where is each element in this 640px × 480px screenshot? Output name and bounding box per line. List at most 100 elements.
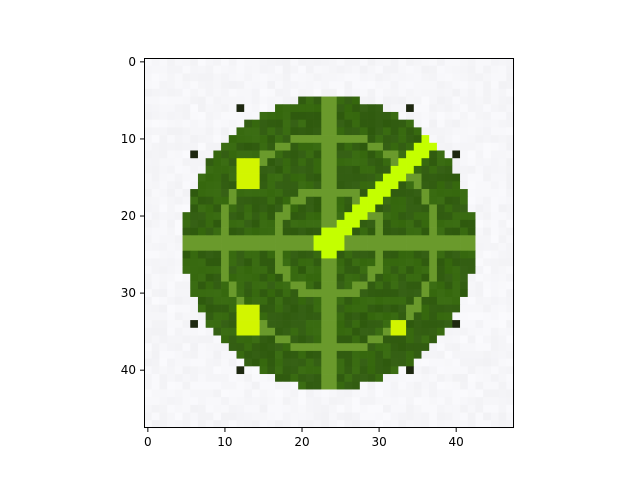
heatmap-cell xyxy=(506,88,515,97)
heatmap-cell xyxy=(267,258,276,267)
heatmap-cell xyxy=(205,281,214,290)
heatmap-cell xyxy=(444,266,453,275)
heatmap-cell xyxy=(382,389,392,398)
heatmap-cell xyxy=(483,266,492,275)
heatmap-cell xyxy=(406,374,415,383)
heatmap-cell xyxy=(490,320,499,329)
heatmap-cell xyxy=(205,219,214,228)
heatmap-cell xyxy=(436,150,445,159)
heatmap-cell xyxy=(467,189,476,198)
heatmap-cell xyxy=(436,142,445,151)
heatmap-cell xyxy=(228,289,237,298)
heatmap-cell xyxy=(228,111,237,121)
heatmap-cell xyxy=(259,96,268,105)
heatmap-cell xyxy=(167,58,176,67)
heatmap-cell xyxy=(467,142,476,151)
heatmap-cell xyxy=(475,312,484,321)
heatmap-cell xyxy=(382,150,392,159)
heatmap-cell xyxy=(298,196,307,205)
heatmap-cell xyxy=(406,104,415,113)
heatmap-cell xyxy=(359,389,368,398)
heatmap-cell xyxy=(282,73,291,82)
heatmap-cell xyxy=(221,212,230,221)
heatmap-cell xyxy=(375,204,384,213)
heatmap-cell xyxy=(375,58,384,67)
heatmap-cell xyxy=(228,397,237,406)
heatmap-cell xyxy=(490,327,499,336)
heatmap-cell xyxy=(244,304,253,313)
heatmap-cell xyxy=(182,212,191,221)
heatmap-cell xyxy=(205,212,214,221)
heatmap-cell xyxy=(321,165,330,174)
heatmap-cell xyxy=(336,119,345,128)
heatmap-cell xyxy=(329,65,338,74)
heatmap-cell xyxy=(498,420,507,429)
heatmap-cell xyxy=(467,358,476,367)
heatmap-cell xyxy=(197,374,207,383)
heatmap-cell xyxy=(390,165,399,174)
heatmap-cell xyxy=(221,104,230,113)
heatmap-cell xyxy=(298,366,307,375)
heatmap-cell xyxy=(359,165,368,174)
heatmap-cell xyxy=(313,420,322,429)
heatmap-cell xyxy=(190,250,199,259)
heatmap-cell xyxy=(444,381,453,390)
heatmap-cell xyxy=(244,73,253,82)
heatmap-cell xyxy=(267,397,276,406)
heatmap-cell xyxy=(421,88,430,97)
heatmap-cell xyxy=(275,142,284,151)
heatmap-cell xyxy=(259,312,268,321)
heatmap-cell xyxy=(336,343,345,352)
heatmap-cell xyxy=(221,358,230,367)
heatmap-cell xyxy=(390,281,399,290)
heatmap-cell xyxy=(221,374,230,383)
heatmap-cell xyxy=(444,304,453,313)
heatmap-cell xyxy=(251,366,260,375)
heatmap-cell xyxy=(506,204,515,213)
heatmap-cell xyxy=(290,219,299,228)
heatmap-cell xyxy=(321,88,330,97)
heatmap-cell xyxy=(275,358,284,367)
heatmap-cell xyxy=(390,158,399,167)
heatmap-cell xyxy=(275,281,284,290)
heatmap-cell xyxy=(421,335,430,344)
heatmap-cell xyxy=(151,296,160,306)
heatmap-cell xyxy=(329,227,338,236)
x-tick-label: 30 xyxy=(371,435,386,449)
heatmap-cell xyxy=(375,281,384,290)
heatmap-cell xyxy=(460,158,469,167)
heatmap-cell xyxy=(421,381,430,390)
heatmap-cell xyxy=(490,397,499,406)
heatmap-cell xyxy=(182,289,191,298)
heatmap-cell xyxy=(251,320,260,329)
heatmap-cell xyxy=(367,350,376,359)
heatmap-cell xyxy=(460,96,469,105)
heatmap-cell xyxy=(498,227,507,236)
heatmap-cell xyxy=(259,127,268,136)
heatmap-cell xyxy=(251,358,260,367)
heatmap-cell xyxy=(190,65,199,74)
heatmap-cell xyxy=(460,381,469,390)
heatmap-cell xyxy=(382,258,392,267)
heatmap-cell xyxy=(475,281,484,290)
heatmap-cell xyxy=(336,196,345,205)
heatmap-cell xyxy=(282,281,291,290)
heatmap-cell xyxy=(221,235,230,244)
heatmap-cell xyxy=(221,227,230,236)
heatmap-cell xyxy=(483,111,492,121)
heatmap-cell xyxy=(490,65,499,74)
heatmap-cell xyxy=(382,142,392,151)
heatmap-cell xyxy=(483,73,492,82)
heatmap-cell xyxy=(228,73,237,82)
heatmap-cell xyxy=(498,343,507,352)
heatmap-cell xyxy=(467,212,476,221)
heatmap-cell xyxy=(359,219,368,228)
heatmap-cell xyxy=(406,243,415,252)
heatmap-cell xyxy=(190,366,199,375)
heatmap-cell xyxy=(282,420,291,429)
heatmap-cell xyxy=(182,58,191,67)
heatmap-cell xyxy=(236,250,245,259)
heatmap-cell xyxy=(498,250,507,259)
heatmap-cell xyxy=(436,111,445,121)
heatmap-cell xyxy=(421,127,430,136)
